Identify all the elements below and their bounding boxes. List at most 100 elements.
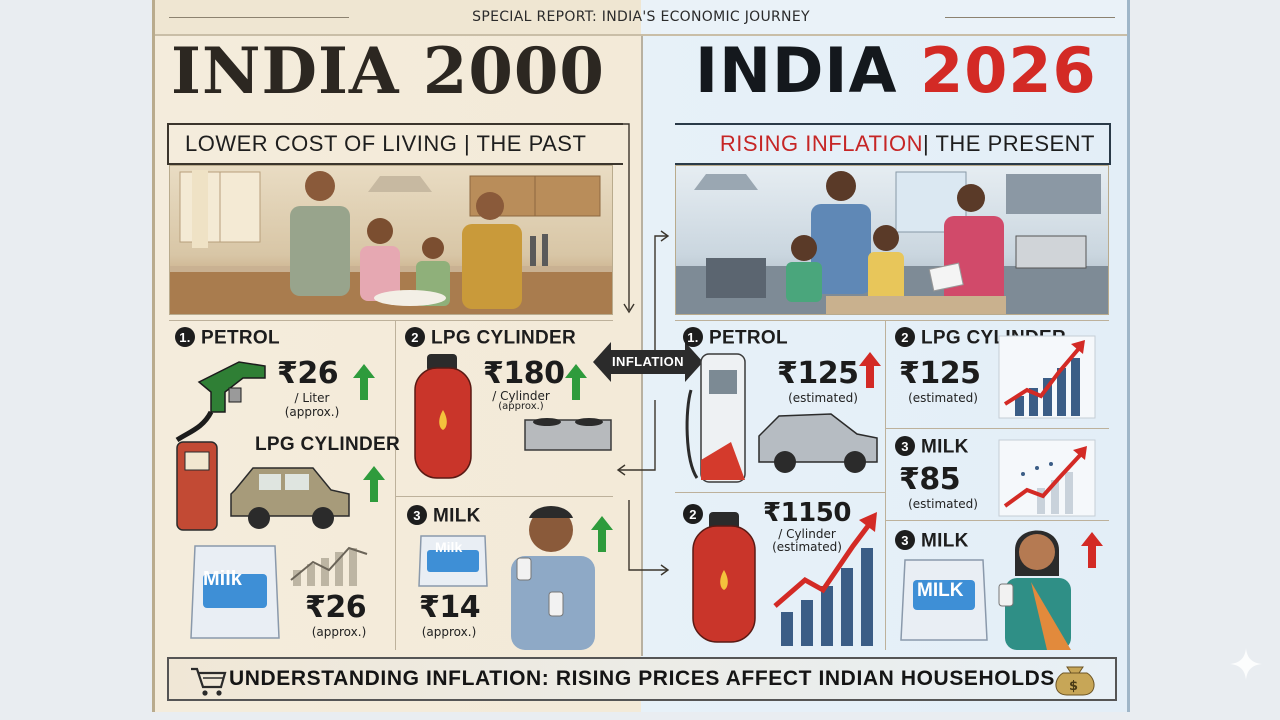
milk-2026-label-text: MILK bbox=[921, 530, 969, 552]
rising-bar-chart-large-icon bbox=[773, 512, 877, 646]
grid-line bbox=[395, 320, 396, 650]
grid-line bbox=[885, 520, 1109, 521]
petrol-2000-note: (approx.) bbox=[284, 405, 340, 419]
subtitle-present-rest: | THE PRESENT bbox=[923, 131, 1095, 156]
lpg-2026-big-number-wrap: 2 bbox=[683, 504, 709, 527]
milk-2000-label-text: MILK bbox=[433, 505, 481, 527]
petrol-2026-label-text: PETROL bbox=[709, 327, 788, 349]
family-scene-2000 bbox=[169, 165, 613, 315]
infographic-poster: SPECIAL REPORT: INDIA'S ECONOMIC JOURNEY… bbox=[152, 0, 1130, 712]
subtitle-past-text: LOWER COST OF LIVING | THE PAST bbox=[185, 131, 587, 156]
milk-2026-number: 3 bbox=[895, 530, 915, 550]
milk-2000-note: (approx.) bbox=[421, 625, 477, 639]
footer-text: UNDERSTANDING INFLATION: RISING PRICES A… bbox=[228, 667, 1056, 690]
lpg-2000-label-text: LPG CYLINDER bbox=[431, 327, 577, 349]
milk-2026-label: 3 MILK bbox=[895, 530, 969, 553]
up-arrow-icon bbox=[363, 466, 385, 502]
milk-2000-price: ₹14 bbox=[419, 590, 481, 625]
petrol-2026-number: 1. bbox=[683, 327, 703, 347]
lpg-2026-number: 2 bbox=[895, 327, 915, 347]
happy-family-illustration bbox=[170, 170, 612, 314]
petrol-2026-note: (estimated) bbox=[788, 391, 858, 405]
petrol-2026-label: 1. PETROL bbox=[683, 327, 788, 350]
lpg-2026-big-note: (estimated) bbox=[772, 540, 842, 554]
header-rule-right bbox=[945, 17, 1115, 18]
petrol-pump-car-icon bbox=[176, 441, 350, 531]
worried-family-illustration bbox=[676, 171, 1108, 314]
milk-2000-left-note: (approx.) bbox=[311, 625, 367, 639]
grid-line bbox=[885, 320, 886, 650]
grid-line bbox=[675, 492, 885, 493]
family-scene-2026 bbox=[675, 165, 1109, 315]
petrol-2000-price: ₹26 bbox=[277, 356, 339, 391]
milk-packet-icon bbox=[190, 545, 280, 639]
lpg-2026-note: (estimated) bbox=[908, 391, 978, 405]
up-arrow-icon bbox=[353, 364, 375, 400]
grid-line bbox=[675, 320, 1109, 321]
petrol-2000-number: 1. bbox=[175, 327, 195, 347]
shopping-cart-icon bbox=[191, 667, 227, 696]
double-arrow-icon bbox=[593, 342, 703, 382]
up-arrow-icon bbox=[565, 364, 587, 400]
lpg-2026-price: ₹125 bbox=[899, 356, 981, 391]
rising-chart-icon bbox=[290, 546, 368, 586]
milk-2026-top-label-text: MILK bbox=[921, 436, 969, 458]
milk-small-pack-label: Milk bbox=[435, 539, 463, 555]
grid-line bbox=[885, 428, 1109, 429]
milk-2026-top-label: 3 MILK bbox=[895, 436, 969, 459]
lpg-2000-unit: / Cylinder bbox=[492, 389, 550, 403]
milk-2026-pack-label: MILK bbox=[917, 580, 964, 601]
rising-bar-chart-icon bbox=[998, 335, 1096, 419]
red-up-arrow-icon bbox=[859, 352, 881, 388]
center-divider bbox=[641, 36, 643, 656]
up-arrow-icon bbox=[591, 516, 613, 552]
title-india-2000: INDIA 2000 bbox=[171, 34, 605, 109]
sparkle-icon bbox=[1230, 648, 1262, 680]
petrol-2000-unit: / Liter bbox=[294, 391, 330, 405]
man-drinking-milk-illustration bbox=[511, 506, 595, 650]
lpg-2026-big-unit: / Cylinder bbox=[778, 527, 836, 541]
money-bag-icon: $ bbox=[1055, 666, 1095, 696]
milk-packet-2026-icon bbox=[900, 559, 988, 641]
milk-packet-label: Milk bbox=[203, 568, 242, 590]
milk-2026-top-number: 3 bbox=[895, 436, 915, 456]
lpg-2000-label: 2 LPG CYLINDER bbox=[405, 327, 576, 350]
title-india-2026: INDIA 2026 bbox=[695, 40, 1097, 102]
grid-line bbox=[395, 496, 613, 497]
fuel-pump-car-icon bbox=[685, 353, 878, 483]
petrol-2000-label: 1. PETROL bbox=[175, 327, 280, 350]
lpg-2000-price: ₹180 bbox=[483, 356, 565, 391]
flow-arrows bbox=[616, 123, 670, 576]
milk-2000-number: 3 bbox=[407, 505, 427, 525]
milk-2000-label: 3 MILK bbox=[407, 505, 481, 528]
lpg-cylinder-icon bbox=[692, 512, 756, 643]
grid-line bbox=[169, 320, 613, 321]
title-year: 2026 bbox=[920, 34, 1097, 107]
subtitle-present-red: RISING INFLATION bbox=[719, 131, 924, 156]
petrol-2000-label-text: PETROL bbox=[201, 327, 280, 349]
svg-text:$: $ bbox=[1069, 679, 1078, 694]
milk-packet-small-icon bbox=[418, 535, 488, 587]
red-up-arrow-icon bbox=[1081, 532, 1103, 568]
lpg-2000-number: 2 bbox=[405, 327, 425, 347]
lpg-cylinder-stove-icon bbox=[414, 354, 612, 479]
milk-2000-left-price: ₹26 bbox=[305, 590, 367, 625]
subtitle-present: RISING INFLATION | THE PRESENT bbox=[675, 123, 1111, 165]
lpg-2026-big-number: 2 bbox=[683, 504, 703, 524]
inflation-badge-text: INFLATION bbox=[612, 354, 684, 369]
lpg-2000-note: (approx.) bbox=[498, 401, 544, 412]
report-header-text: SPECIAL REPORT: INDIA'S ECONOMIC JOURNEY bbox=[472, 9, 810, 25]
title-prefix: INDIA bbox=[695, 34, 921, 107]
subtitle-past: LOWER COST OF LIVING | THE PAST bbox=[167, 123, 623, 165]
worried-woman-illustration bbox=[998, 530, 1071, 650]
lpg-2026-big-price: ₹1150 bbox=[763, 498, 851, 528]
report-header: SPECIAL REPORT: INDIA'S ECONOMIC JOURNEY bbox=[155, 0, 1127, 36]
inflation-badge: INFLATION bbox=[593, 340, 703, 384]
lpg-2000-mid-label: LPG CYLINDER bbox=[255, 434, 401, 455]
milk-2026-top-price: ₹85 bbox=[899, 462, 961, 497]
milk-2026-top-note: (estimated) bbox=[908, 497, 978, 511]
header-rule-left bbox=[169, 17, 349, 18]
rising-scatter-chart-icon bbox=[998, 439, 1096, 517]
petrol-2026-price: ₹125 bbox=[777, 356, 859, 391]
footer-banner: UNDERSTANDING INFLATION: RISING PRICES A… bbox=[167, 657, 1117, 701]
